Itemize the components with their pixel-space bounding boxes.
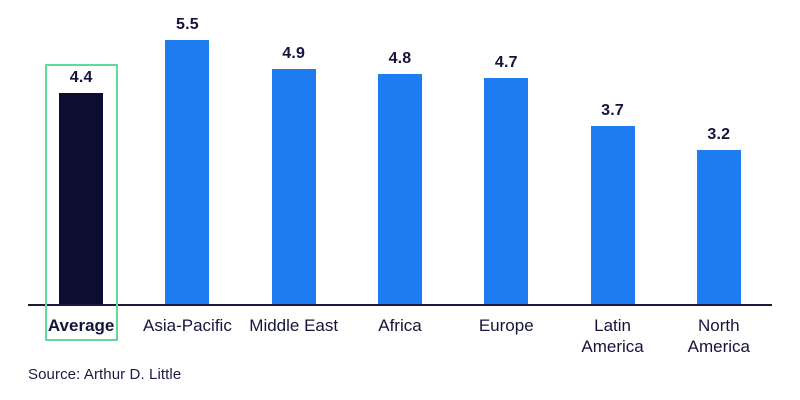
- value-label: 3.2: [707, 126, 731, 144]
- bar-column-7: 3.2: [666, 0, 772, 304]
- bar: [377, 73, 422, 304]
- category-label: Latin America: [581, 316, 644, 357]
- bar: [696, 150, 741, 304]
- bar: [59, 92, 104, 304]
- value-label: 5.5: [176, 16, 199, 33]
- bar: [271, 68, 316, 304]
- x-axis-line: [28, 304, 772, 306]
- category-label: North America: [687, 316, 750, 357]
- bar: [484, 78, 529, 304]
- bar-column-4: 4.8: [347, 0, 453, 304]
- category-label: Africa: [378, 316, 422, 335]
- bar-column-3: 4.9: [241, 0, 347, 304]
- category-label: Asia-Pacific: [143, 316, 232, 335]
- bar-column-1: 4.4: [28, 0, 134, 304]
- value-label: 4.4: [69, 68, 93, 86]
- value-label: 4.7: [494, 54, 518, 72]
- category-label: Average: [47, 316, 115, 335]
- bar-column-2: 5.5: [134, 0, 240, 304]
- bar-chart: 4.4 5.5 4.9 4.8 4.7 3.7 3.2 Average Asia-Pacifi…: [28, 0, 772, 358]
- value-label: 4.9: [282, 44, 306, 62]
- bar-column-6: 3.7: [559, 0, 665, 304]
- source-note: Source: Arthur D. Little: [28, 366, 182, 383]
- category-labels-row: Average Asia-Pacific Middle East Africa Euro…: [28, 315, 772, 358]
- plot-area: 4.4 5.5 4.9 4.8 4.7 3.7 3.2: [28, 0, 772, 304]
- bar: [165, 40, 210, 304]
- category-label: Middle East: [249, 316, 339, 335]
- category-label: Europe: [478, 316, 534, 335]
- bar: [590, 126, 635, 304]
- value-label: 4.8: [388, 49, 412, 67]
- bar-column-5: 4.7: [453, 0, 559, 304]
- value-label: 3.7: [601, 102, 624, 120]
